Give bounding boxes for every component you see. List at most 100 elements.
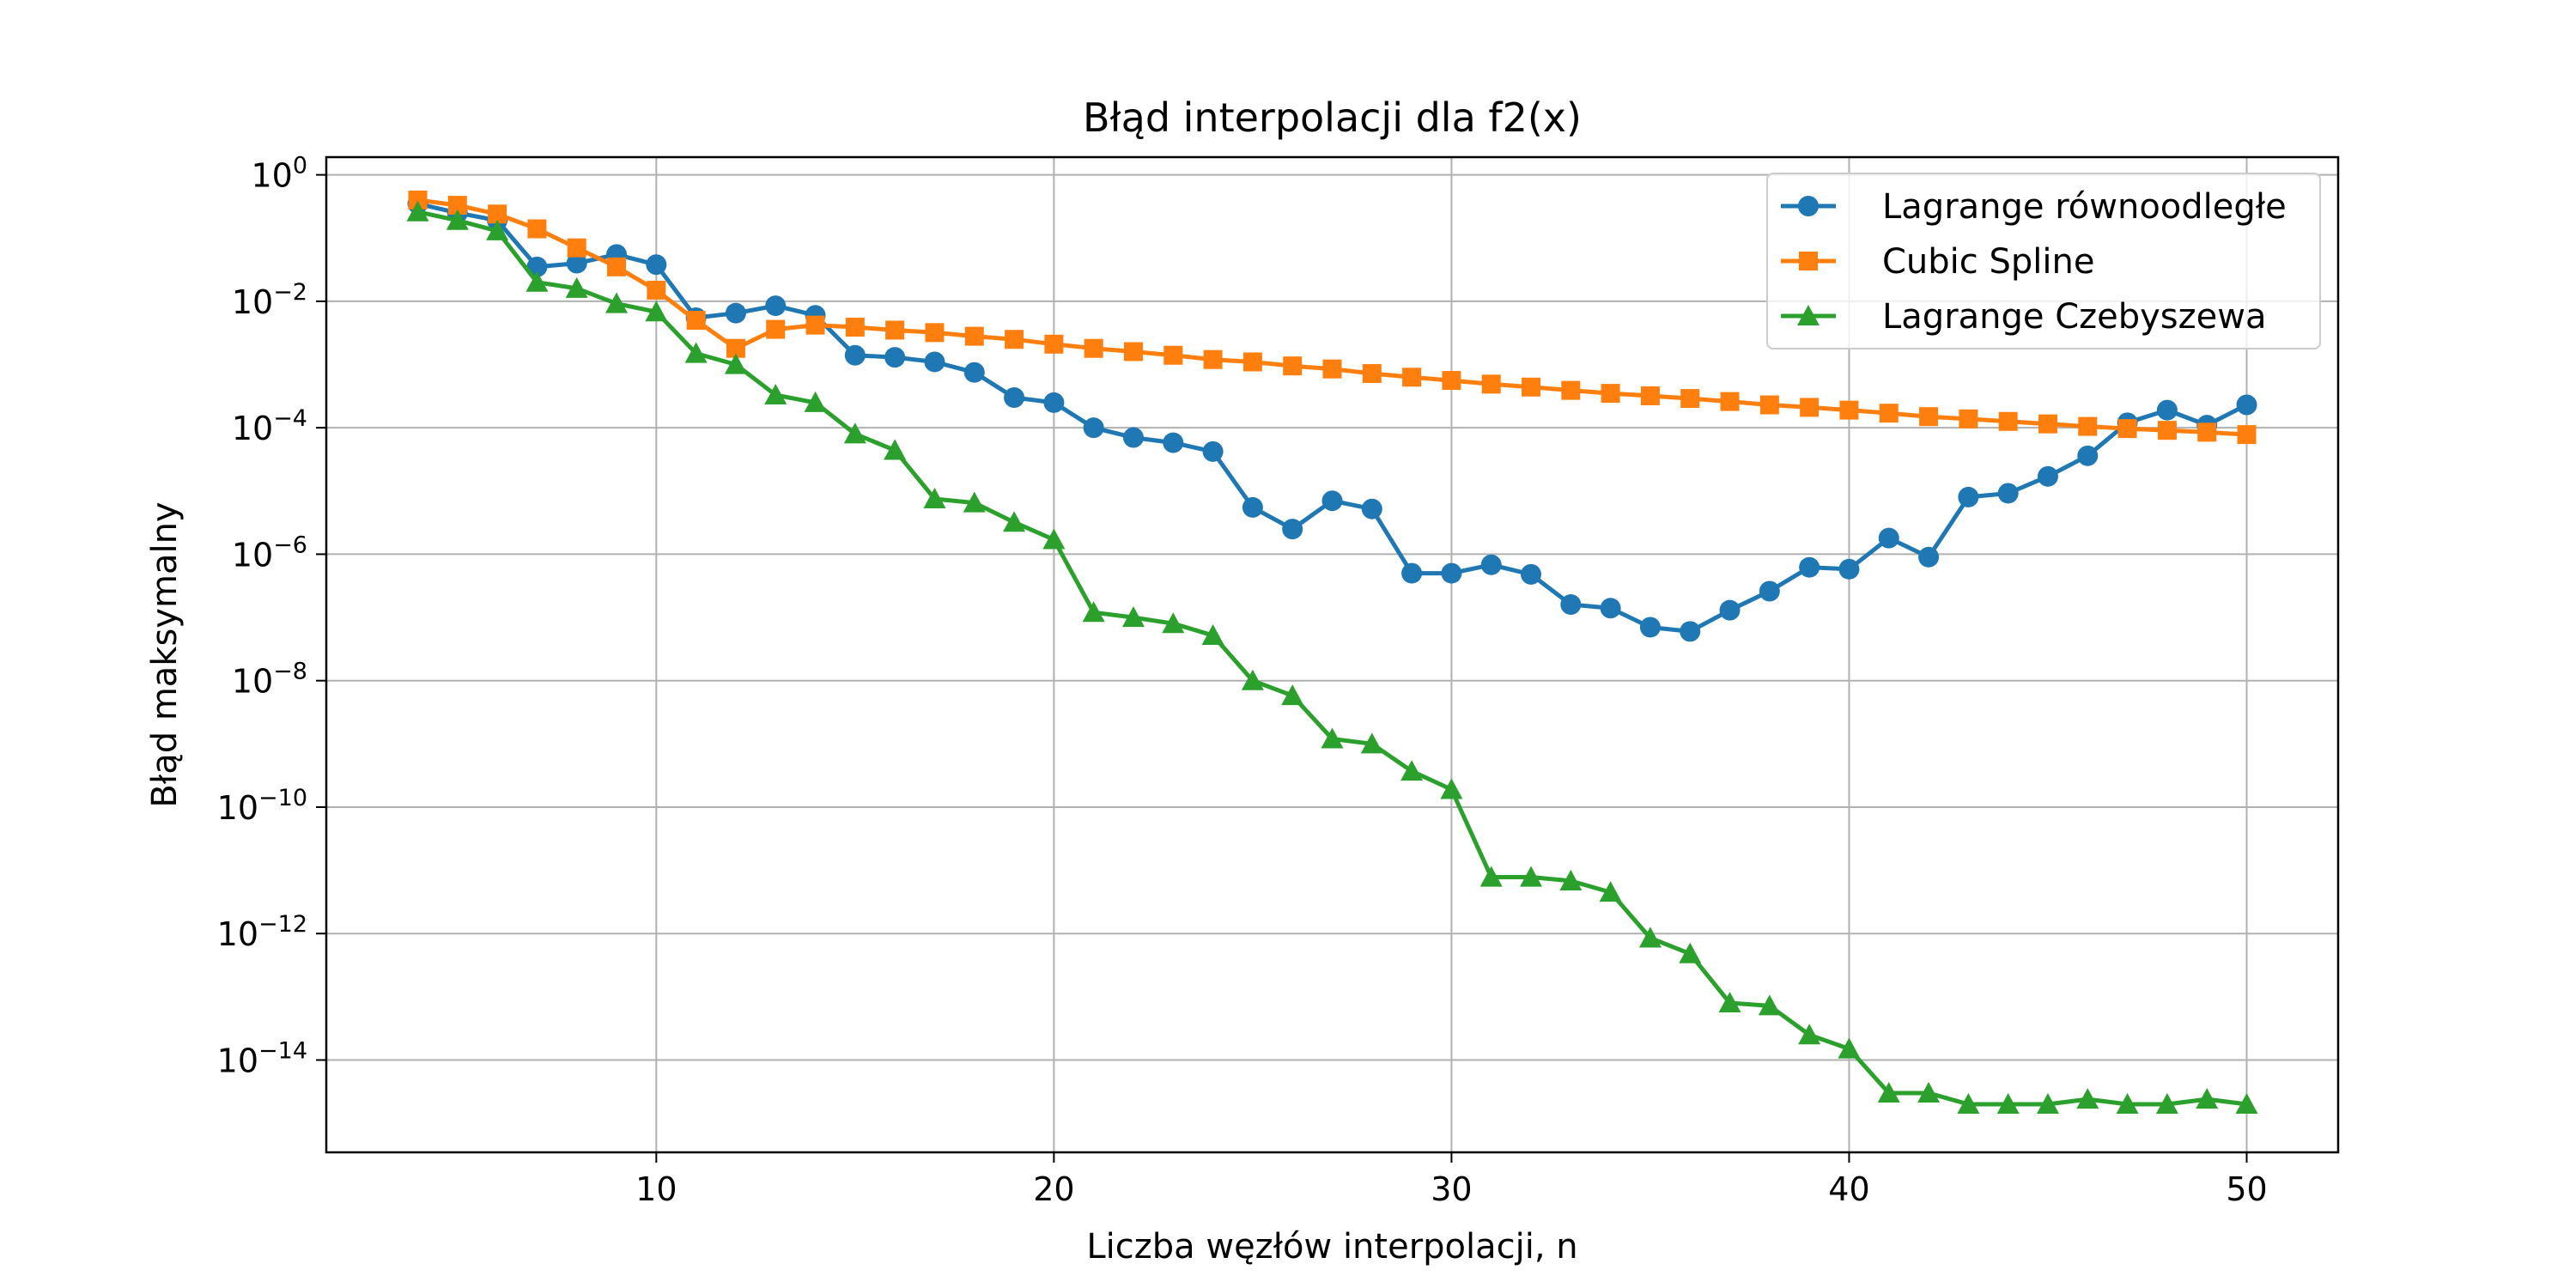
- data-point: [1919, 407, 1939, 427]
- data-point: [804, 391, 827, 412]
- series-1: [407, 193, 2257, 642]
- data-point: [1599, 881, 1622, 902]
- y-tick-label: 10−10: [217, 785, 307, 827]
- chart-title: Błąd interpolacji dla f2(x): [1083, 94, 1582, 141]
- data-point: [2036, 1092, 2059, 1115]
- data-point: [565, 276, 588, 298]
- data-point: [1162, 612, 1185, 634]
- x-tick-label: 10: [635, 1170, 677, 1208]
- data-point: [1242, 352, 1262, 372]
- data-point: [1400, 760, 1424, 781]
- data-point: [1481, 374, 1501, 394]
- y-axis-label: Błąd maksymalny: [145, 501, 185, 807]
- x-tick-label: 40: [1828, 1170, 1869, 1208]
- data-point: [1958, 486, 1979, 507]
- data-point: [526, 270, 549, 292]
- data-point: [1679, 942, 1702, 963]
- data-point: [1838, 558, 1860, 580]
- legend-frame: [1766, 173, 2321, 349]
- data-point: [1084, 338, 1103, 358]
- data-point: [486, 219, 509, 240]
- data-point: [2037, 465, 2058, 487]
- data-point: [1044, 334, 1064, 354]
- series-3: [406, 200, 2258, 1115]
- data-point: [2117, 419, 2137, 439]
- data-point: [645, 301, 668, 322]
- data-point: [726, 338, 745, 358]
- data-point: [2116, 1092, 2139, 1115]
- y-tick-label: 10−8: [232, 659, 307, 701]
- data-point: [924, 351, 945, 373]
- data-point: [1479, 866, 1503, 887]
- series-2: [408, 190, 2257, 445]
- data-point: [488, 204, 507, 224]
- data-point: [1759, 580, 1780, 602]
- data-point: [724, 353, 747, 374]
- data-point: [1758, 994, 1781, 1016]
- data-point: [646, 254, 667, 276]
- data-point: [1601, 384, 1620, 404]
- data-point: [1360, 732, 1383, 754]
- data-point: [843, 422, 866, 444]
- data-point: [2235, 1092, 2258, 1115]
- data-point: [884, 439, 907, 460]
- data-point: [963, 491, 986, 513]
- data-point: [923, 487, 946, 509]
- data-point: [725, 302, 746, 324]
- data-point: [1321, 727, 1344, 749]
- data-point: [1839, 400, 1859, 420]
- data-point: [1282, 519, 1303, 540]
- legend-marker: [1797, 305, 1820, 326]
- data-point: [1401, 562, 1423, 584]
- data-point: [605, 292, 629, 313]
- data-point: [1878, 527, 1899, 549]
- data-point: [2038, 414, 2057, 434]
- data-point: [1163, 432, 1184, 453]
- data-point: [1559, 869, 1583, 890]
- x-tick-label: 20: [1033, 1170, 1074, 1208]
- x-axis-label: Liczba węzłów interpolacji, n: [1086, 1227, 1577, 1267]
- y-tick-label: 10−6: [232, 532, 307, 574]
- data-point: [1719, 599, 1741, 621]
- data-point: [1838, 1037, 1861, 1059]
- data-point: [1521, 563, 1542, 585]
- data-point: [526, 256, 548, 277]
- data-point: [1123, 342, 1143, 361]
- data-point: [1201, 623, 1224, 646]
- data-point: [1520, 866, 1543, 887]
- data-point: [1203, 349, 1223, 369]
- legend-item: Cubic Spline: [1781, 242, 2094, 282]
- data-point: [1720, 392, 1740, 411]
- data-point: [686, 311, 706, 331]
- legend-item: Lagrange Czebyszewa: [1781, 297, 2266, 337]
- data-point: [527, 219, 547, 239]
- data-point: [1798, 1024, 1821, 1045]
- data-point: [1638, 927, 1662, 948]
- data-point: [1281, 684, 1304, 706]
- data-point: [1957, 1092, 1980, 1115]
- data-point: [1361, 498, 1382, 519]
- data-point: [1680, 621, 1701, 642]
- data-point: [1917, 1081, 1941, 1103]
- data-point: [1996, 1092, 2020, 1115]
- legend-item: Lagrange równoodległe: [1781, 187, 2287, 227]
- data-point: [1600, 598, 1621, 619]
- data-point: [766, 319, 786, 339]
- legend-label: Cubic Spline: [1882, 242, 2094, 282]
- data-point: [1560, 594, 1582, 616]
- data-point: [406, 200, 429, 222]
- data-point: [447, 196, 467, 216]
- data-point: [1800, 398, 1820, 417]
- data-point: [2197, 422, 2217, 442]
- data-point: [2156, 399, 2178, 421]
- data-point: [2077, 445, 2099, 466]
- data-point: [2157, 421, 2177, 440]
- y-tick-label: 10−14: [217, 1037, 307, 1079]
- data-point: [1402, 368, 1422, 387]
- data-point: [1959, 409, 1978, 428]
- data-point: [1639, 617, 1661, 638]
- data-point: [2236, 394, 2257, 416]
- legend-marker: [1799, 252, 1818, 270]
- data-point: [566, 252, 587, 274]
- data-point: [1322, 359, 1342, 379]
